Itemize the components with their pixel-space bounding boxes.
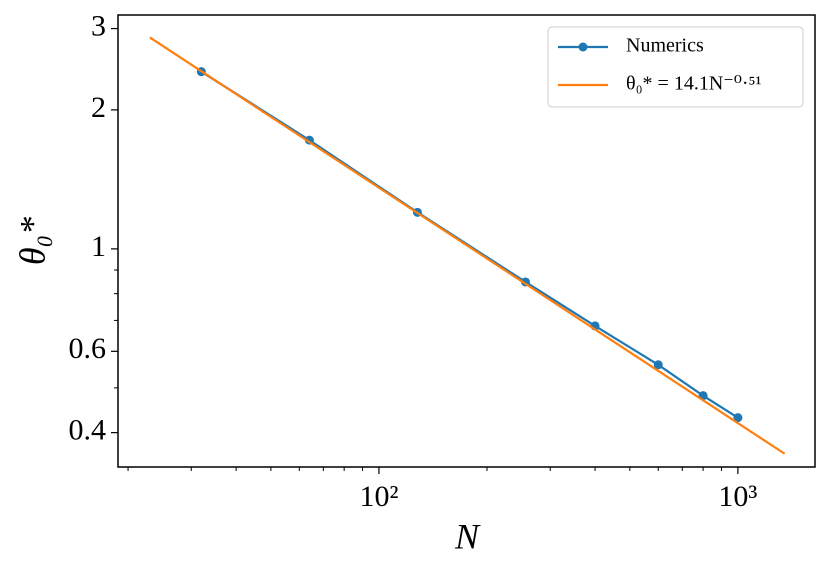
y-tick-label: 1 xyxy=(91,230,106,263)
legend-marker xyxy=(578,42,588,52)
x-axis-label: N xyxy=(454,516,481,556)
y-axis-label: θ₀* xyxy=(12,217,52,265)
y-tick-label: 2 xyxy=(91,91,106,124)
series-line xyxy=(149,36,786,455)
legend-label: θ₀* = 14.1N⁻⁰·⁵¹ xyxy=(626,73,761,95)
y-tick-label: 3 xyxy=(91,9,106,42)
y-tick-label: 0.4 xyxy=(69,414,107,447)
legend-label: Numerics xyxy=(626,35,704,57)
legend-box xyxy=(547,26,804,108)
y-tick-label: 0.6 xyxy=(69,332,107,365)
x-tick-label: 10² xyxy=(359,480,398,513)
data-point xyxy=(653,360,663,370)
plot-frame xyxy=(117,14,816,468)
data-point xyxy=(733,413,743,423)
x-tick-label: 10³ xyxy=(718,480,757,513)
series-line xyxy=(200,70,739,419)
